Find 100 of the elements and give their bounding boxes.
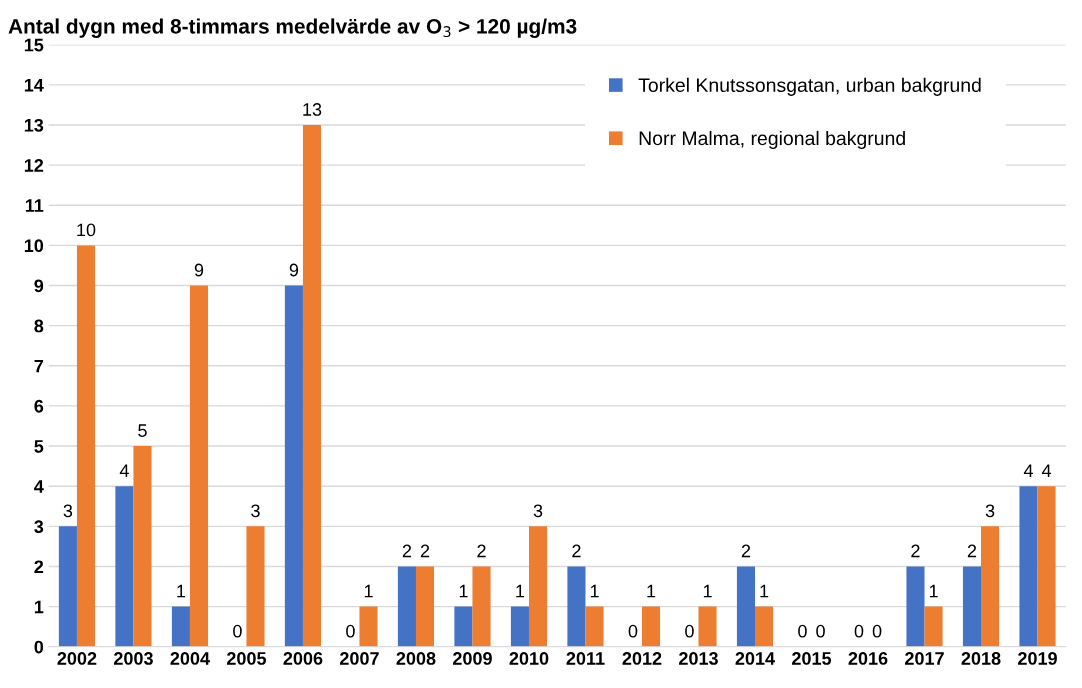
bar <box>698 606 717 647</box>
bar <box>472 566 491 647</box>
data-label: 0 <box>685 624 694 638</box>
bar <box>397 566 416 647</box>
data-label: 9 <box>289 263 299 277</box>
data-label: 4 <box>119 464 129 477</box>
bar <box>171 606 190 647</box>
y-tick-label: 5 <box>34 440 44 453</box>
data-label: 9 <box>194 263 204 277</box>
y-tick-label: 7 <box>34 359 44 373</box>
x-tick-label: 2019 <box>1018 652 1057 665</box>
data-label: 2 <box>572 544 581 558</box>
x-tick-label: 2005 <box>227 652 267 665</box>
legend-label: Torkel Knutssonsgatan, urban bakgrund <box>638 77 981 96</box>
bar <box>302 124 322 647</box>
bar <box>924 606 943 647</box>
bar <box>415 566 435 647</box>
x-tick-label: 2015 <box>792 652 832 665</box>
data-label: 1 <box>703 584 712 598</box>
data-label: 0 <box>233 624 242 638</box>
bar <box>736 566 755 647</box>
y-tick-label: 8 <box>34 319 44 333</box>
bar <box>981 526 1000 647</box>
bar <box>454 606 473 647</box>
data-label: 3 <box>533 504 543 518</box>
bar <box>189 285 209 647</box>
data-label: 3 <box>251 504 260 518</box>
y-tick-label: 15 <box>24 38 44 52</box>
bar <box>58 526 77 647</box>
chart-title: Antal dygn med 8-timmars medelvärde av O$_{3}$ > 120 µg/m3 <box>8 18 577 38</box>
data-label: 1 <box>590 584 599 598</box>
data-label: 0 <box>872 624 882 638</box>
bar <box>133 446 152 647</box>
data-label: 0 <box>816 624 825 638</box>
bar <box>567 566 586 647</box>
bar <box>641 606 661 647</box>
bar <box>359 606 378 647</box>
data-label: 1 <box>647 584 656 598</box>
y-tick-label: 14 <box>24 78 44 92</box>
y-tick-label: 4 <box>34 480 44 493</box>
data-label: 2 <box>741 544 751 558</box>
data-label: 4 <box>1041 464 1052 477</box>
data-label: 0 <box>346 624 355 638</box>
x-tick-label: 2011 <box>566 652 605 665</box>
data-label: 1 <box>177 584 186 598</box>
data-label: 10 <box>77 223 96 237</box>
y-tick-label: 11 <box>25 199 44 212</box>
bar <box>755 606 774 647</box>
data-label: 3 <box>985 504 995 518</box>
bar <box>906 566 925 647</box>
y-tick-label: 12 <box>24 159 44 172</box>
x-tick-label: 2003 <box>113 652 153 665</box>
data-label: 2 <box>477 544 486 558</box>
data-label: 2 <box>911 544 920 558</box>
data-label: 5 <box>138 424 147 437</box>
y-tick-label: 2 <box>34 560 44 573</box>
x-tick-label: 2004 <box>170 652 210 665</box>
y-tick-label: 13 <box>24 118 44 132</box>
x-tick-label: 2013 <box>679 652 718 665</box>
x-tick-label: 2012 <box>622 652 662 665</box>
x-tick-label: 2018 <box>961 652 1001 665</box>
y-tick-label: 3 <box>34 520 44 534</box>
bar <box>76 245 96 647</box>
legend-label: Norr Malma, regional bakgrund <box>639 130 905 150</box>
x-tick-label: 2010 <box>509 652 549 665</box>
data-label: 2 <box>967 544 977 558</box>
y-tick-label: 10 <box>24 239 44 253</box>
bar <box>962 566 982 647</box>
y-tick-label: 0 <box>34 640 44 654</box>
data-label: 0 <box>628 624 638 638</box>
data-label: 13 <box>303 103 322 116</box>
data-label: 2 <box>402 544 412 558</box>
x-tick-label: 2009 <box>453 652 492 665</box>
data-label: 1 <box>459 584 468 598</box>
bar <box>510 606 529 647</box>
x-tick-label: 2017 <box>905 652 944 665</box>
bar <box>246 526 265 647</box>
data-label: 1 <box>364 584 373 598</box>
data-label: 0 <box>798 624 807 638</box>
bar <box>528 526 548 647</box>
x-tick-label: 2006 <box>283 652 323 665</box>
data-label: 0 <box>854 624 864 638</box>
bar <box>1019 486 1038 647</box>
x-tick-label: 2007 <box>340 652 379 665</box>
bar <box>585 606 604 647</box>
x-tick-label: 2002 <box>57 652 97 665</box>
x-tick-label: 2014 <box>735 652 775 665</box>
bar <box>284 285 303 647</box>
data-label: 1 <box>929 584 938 598</box>
y-tick-label: 6 <box>34 399 44 413</box>
bar <box>115 486 134 647</box>
y-tick-label: 9 <box>34 279 44 293</box>
data-label: 4 <box>1023 464 1033 477</box>
data-label: 2 <box>420 544 430 558</box>
data-label: 1 <box>760 584 769 598</box>
x-tick-label: 2008 <box>396 652 436 665</box>
data-label: 1 <box>516 584 525 598</box>
data-label: 3 <box>63 504 73 518</box>
y-tick-label: 1 <box>34 600 44 614</box>
bar <box>1037 486 1056 647</box>
